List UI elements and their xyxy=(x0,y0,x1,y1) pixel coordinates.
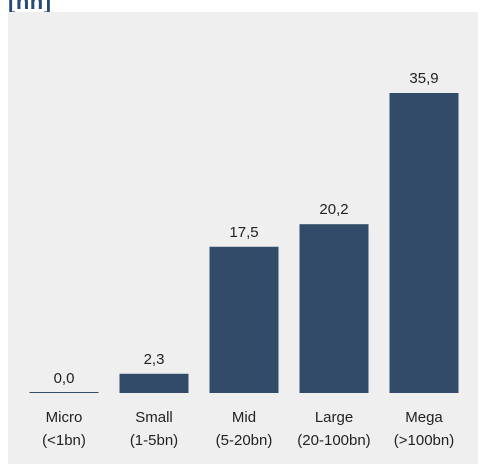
category-label-1: Small (1-5bn) xyxy=(130,409,178,449)
bar-1 xyxy=(119,373,189,393)
category-label-2: Mid (5-20bn) xyxy=(216,409,273,449)
data-label-1: 2,3 xyxy=(144,351,165,368)
bar-chart: 0,0 Micro (<1bn) 2,3 Small (1-5bn) 17,5 Mid (5-2… xyxy=(29,70,459,449)
data-label-3: 20,2 xyxy=(319,201,348,218)
data-label-2: 17,5 xyxy=(229,224,258,241)
bar-3 xyxy=(299,224,369,393)
bar-0 xyxy=(29,392,99,393)
data-label-4: 35,9 xyxy=(409,70,438,87)
bar-2 xyxy=(209,246,279,393)
bar-4 xyxy=(389,93,459,393)
data-label-0: 0,0 xyxy=(54,370,75,387)
title-fragment: [nn] xyxy=(8,0,52,14)
category-label-0: Micro (<1bn) xyxy=(42,409,86,449)
category-label-3: Large (20-100bn) xyxy=(297,409,370,449)
chart-panel: 0,0 Micro (<1bn) 2,3 Small (1-5bn) 17,5 Mid (5-2… xyxy=(8,12,478,464)
category-label-4: Mega (>100bn) xyxy=(394,409,454,449)
